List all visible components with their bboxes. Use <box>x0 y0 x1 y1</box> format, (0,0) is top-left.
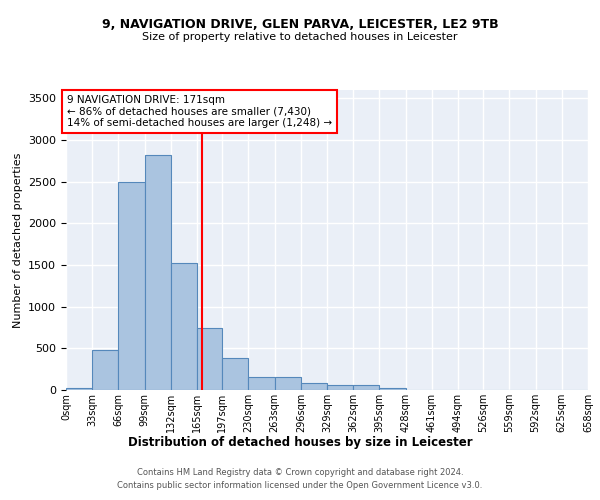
Bar <box>171 264 197 390</box>
Bar <box>379 388 406 390</box>
Bar <box>197 328 222 390</box>
Text: Contains HM Land Registry data © Crown copyright and database right 2024.: Contains HM Land Registry data © Crown c… <box>137 468 463 477</box>
Text: Size of property relative to detached houses in Leicester: Size of property relative to detached ho… <box>142 32 458 42</box>
Bar <box>222 358 248 390</box>
Bar <box>66 388 92 390</box>
Bar <box>301 384 327 390</box>
Bar <box>118 182 145 390</box>
Text: 9 NAVIGATION DRIVE: 171sqm
← 86% of detached houses are smaller (7,430)
14% of s: 9 NAVIGATION DRIVE: 171sqm ← 86% of deta… <box>67 95 332 128</box>
Text: Distribution of detached houses by size in Leicester: Distribution of detached houses by size … <box>128 436 472 449</box>
Y-axis label: Number of detached properties: Number of detached properties <box>13 152 23 328</box>
Text: 9, NAVIGATION DRIVE, GLEN PARVA, LEICESTER, LE2 9TB: 9, NAVIGATION DRIVE, GLEN PARVA, LEICEST… <box>101 18 499 30</box>
Bar <box>327 386 353 390</box>
Bar <box>92 350 118 390</box>
Text: Contains public sector information licensed under the Open Government Licence v3: Contains public sector information licen… <box>118 482 482 490</box>
Bar <box>275 377 301 390</box>
Bar <box>145 155 171 390</box>
Bar <box>353 386 379 390</box>
Bar <box>248 377 275 390</box>
